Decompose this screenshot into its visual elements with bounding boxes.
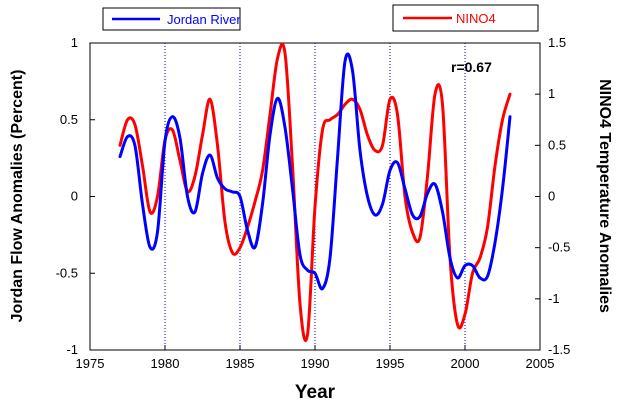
- y-right-tick-label: 0.5: [548, 137, 566, 152]
- series-lines: [118, 42, 512, 343]
- y-left-tick-label: 1: [71, 35, 78, 50]
- x-tick-label: 1990: [301, 356, 330, 371]
- y-left-tick-label: 0: [71, 189, 78, 204]
- y-right-tick-label: 1: [548, 86, 555, 101]
- x-tick-label: 1980: [151, 356, 180, 371]
- legend-nino4-label: NINO4: [456, 11, 496, 26]
- x-tick-label: 1995: [376, 356, 405, 371]
- y-left-tick-label: -0.5: [56, 265, 78, 280]
- y-right-tick-label: 0: [548, 189, 555, 204]
- legend-jordan-label: Jordan River: [167, 12, 241, 27]
- y-right-tick-label: 1.5: [548, 35, 566, 50]
- legend-nino4: NINO4: [392, 4, 539, 32]
- x-axis-ticks: 1975 1980 1985 1990 1995 2000 2005: [76, 345, 555, 371]
- x-tick-label: 2000: [451, 356, 480, 371]
- x-tick-label: 1975: [76, 356, 105, 371]
- y-right-axis-title: NINO4 Temperature Anomalies: [596, 79, 613, 313]
- legend-jordan-river: Jordan River: [102, 7, 241, 31]
- y-right-tick-label: -0.5: [548, 240, 570, 255]
- y-right-tick-label: -1.5: [548, 342, 570, 357]
- correlation-annotation: r=0.67: [451, 59, 492, 75]
- y-left-tick-label: 0.5: [60, 112, 78, 127]
- y-left-axis-ticks: -1 -0.5 0 0.5 1: [56, 35, 95, 357]
- x-tick-label: 2005: [526, 356, 555, 371]
- series-line-jordan-river: [118, 52, 512, 291]
- y-left-axis-title: Jordan Flow Anomalies (Percent): [9, 70, 26, 323]
- x-tick-label: 1985: [226, 356, 255, 371]
- x-axis-title: Year: [295, 382, 336, 403]
- y-left-tick-label: -1: [66, 342, 78, 357]
- y-right-axis-ticks: -1.5 -1 -0.5 0 0.5 1 1.5: [535, 35, 570, 357]
- y-right-tick-label: -1: [548, 291, 560, 306]
